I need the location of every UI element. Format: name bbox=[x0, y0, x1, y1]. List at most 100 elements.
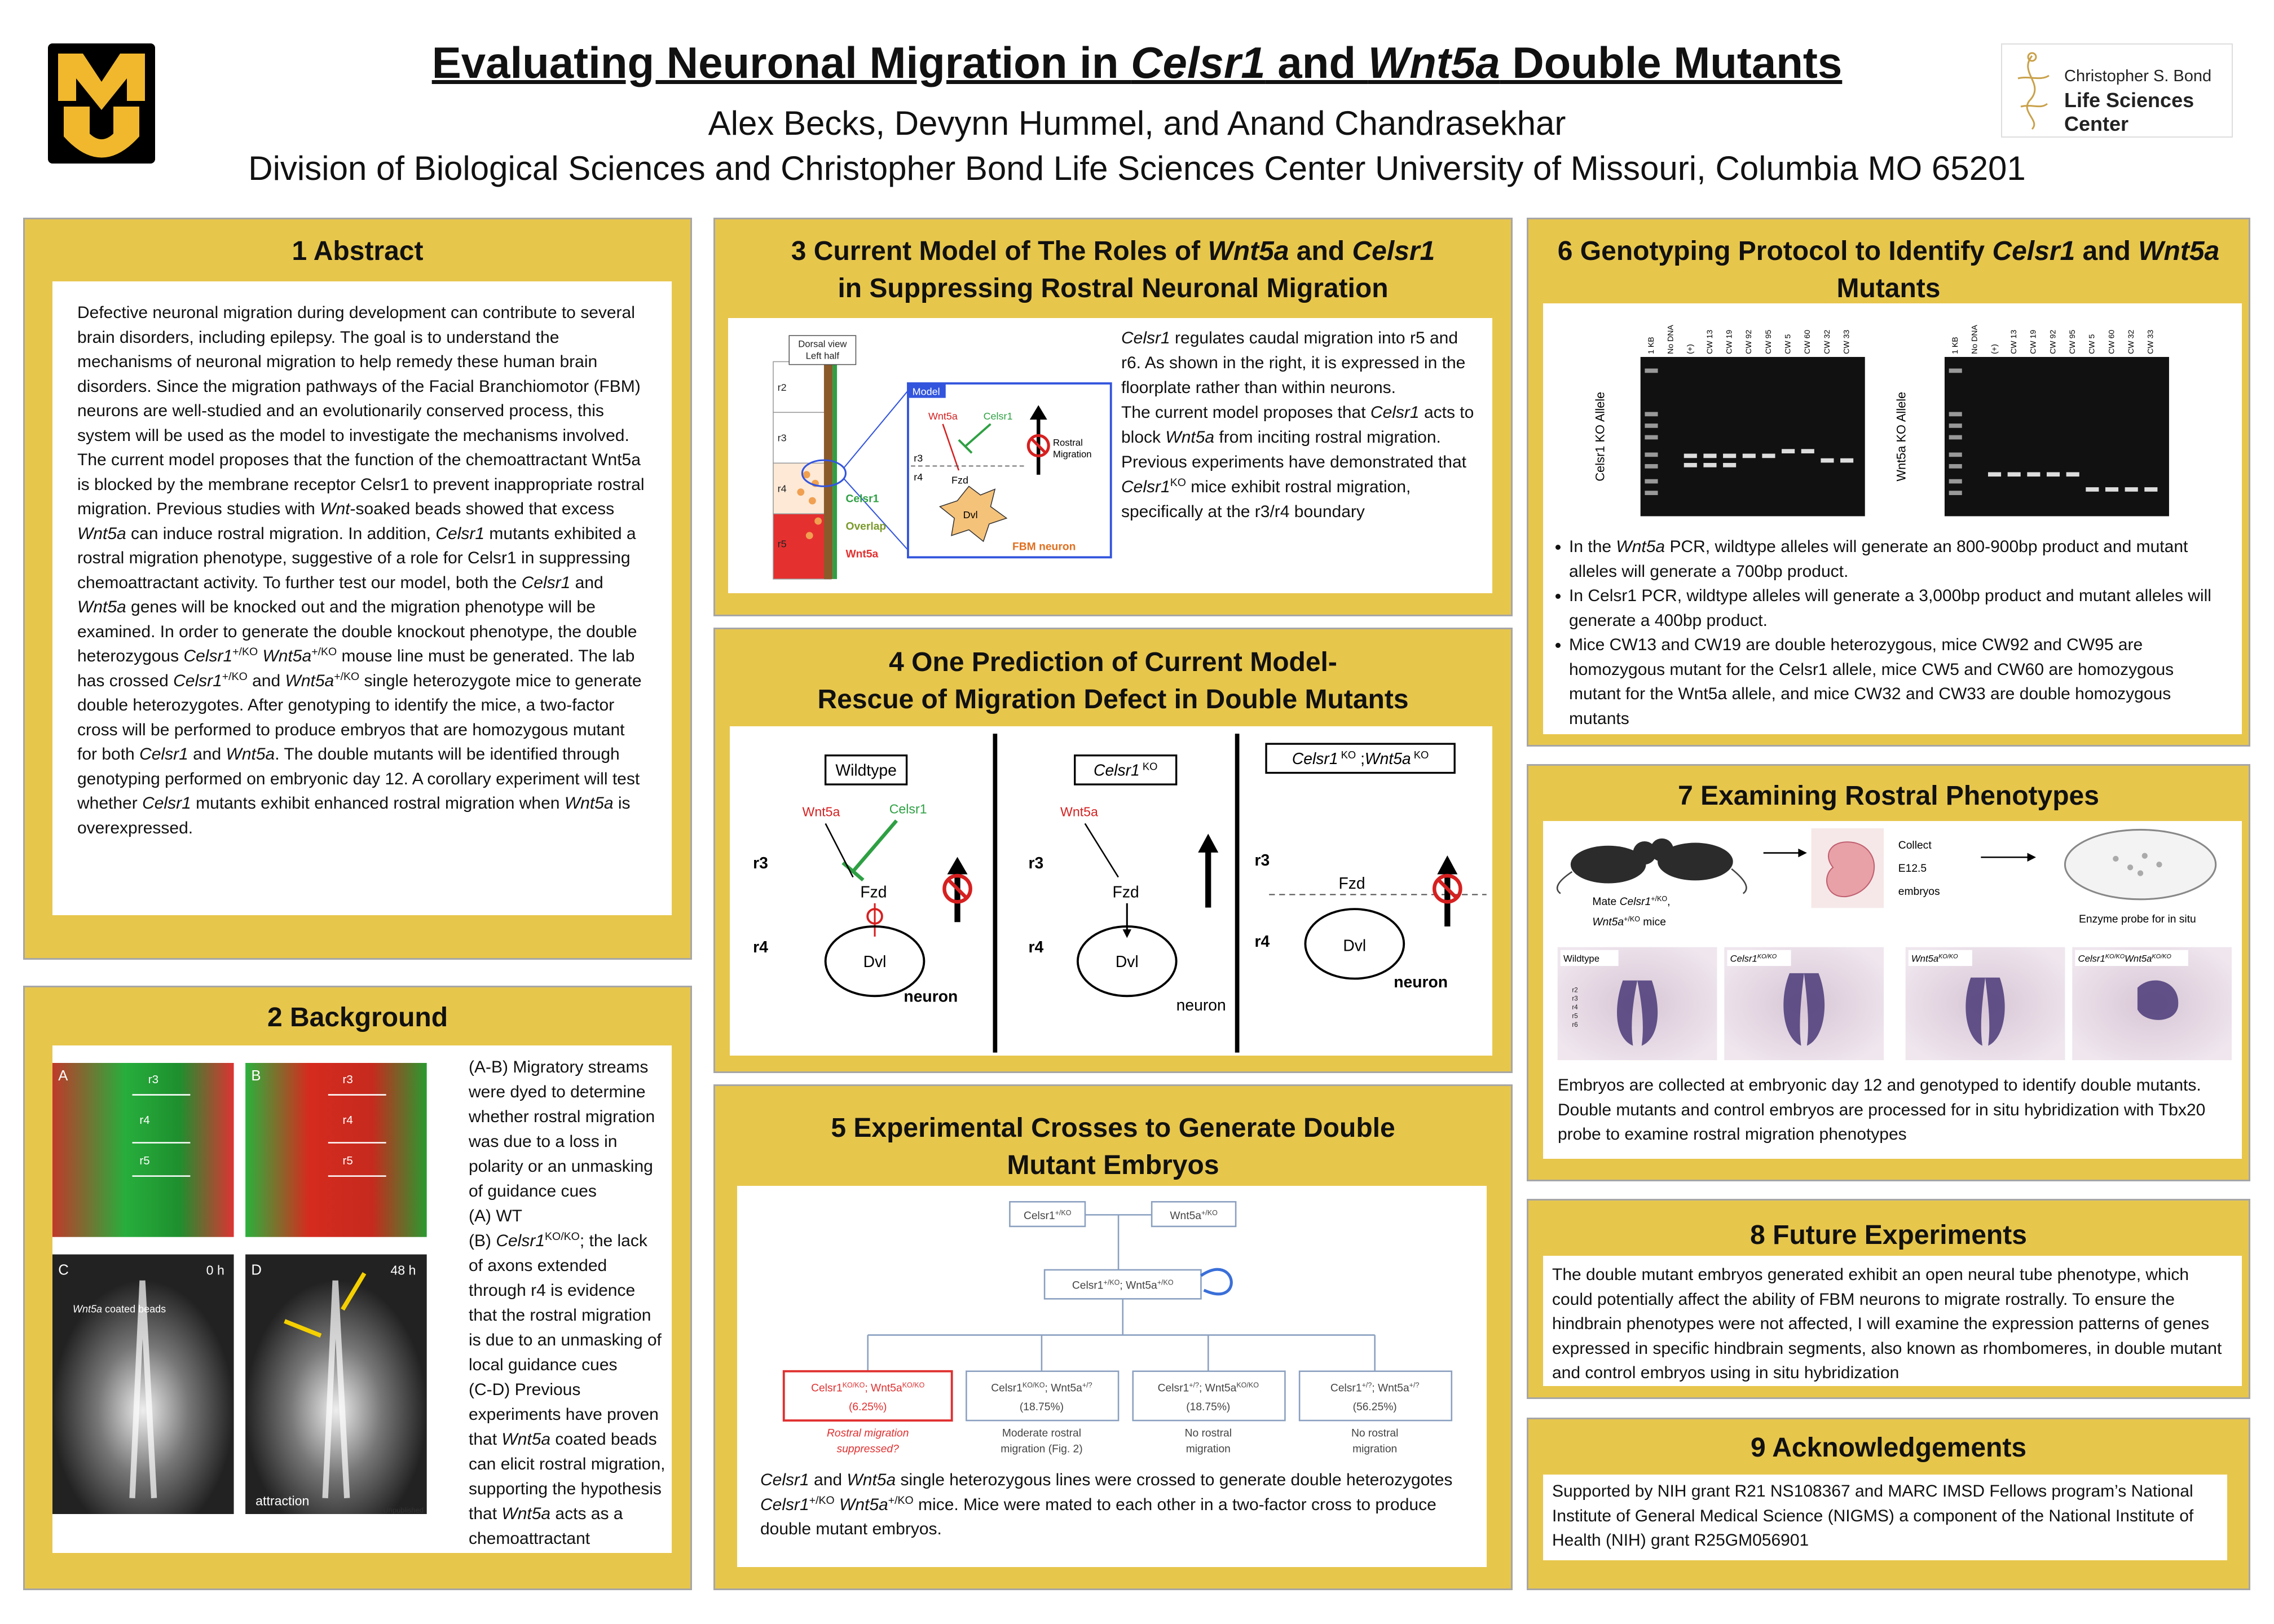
text-run: and bbox=[809, 1471, 847, 1489]
future-panel: 8 Future Experiments The double mutant e… bbox=[1527, 1199, 2250, 1399]
dvl-label: Dvl bbox=[1116, 952, 1139, 970]
text-run: 6 Genotyping Protocol to Identify bbox=[1557, 236, 1993, 266]
text-run: Wnt5a bbox=[77, 598, 126, 616]
rhombomere: r4 bbox=[1028, 938, 1043, 956]
prediction-figure-shape-shape bbox=[1084, 823, 1119, 878]
paragraph: (A-B) Migratory streams were dyed to det… bbox=[469, 1055, 666, 1204]
section-heading: 3 Current Model of The Roles of Wnt5a an… bbox=[715, 233, 1511, 307]
phenotypes-figure-shape-shape: r2 r3 r4 r5 r6 bbox=[1572, 987, 1578, 1029]
rhombomere: r4 bbox=[1572, 1004, 1578, 1011]
prediction-figure-shape-shape bbox=[1265, 743, 1456, 774]
lane-label: CW 19 bbox=[1724, 330, 1733, 354]
text-run: mice exhibit rostral migration, specific… bbox=[1121, 478, 1411, 521]
prediction-figure-shape-shape bbox=[824, 925, 926, 998]
background-figure-shape bbox=[341, 1272, 367, 1311]
phenotypes-figure-shape-shape-shape bbox=[1617, 980, 1658, 1046]
phenotypes-figure-shape bbox=[2064, 828, 2217, 901]
text-run: acts as a chemoattractant bbox=[469, 1504, 623, 1548]
lane-label: CW 60 bbox=[1803, 330, 1812, 354]
text-run: Wnt5a bbox=[2125, 953, 2152, 964]
paragraph: Celsr1 and Wnt5a single heterozygous lin… bbox=[760, 1468, 1460, 1542]
text-run: Wnt5a bbox=[501, 1504, 551, 1523]
text-run: PCR, wildtype alleles will generate an 8… bbox=[1569, 537, 2188, 581]
beads-label: Wnt5a coated beads bbox=[73, 1303, 166, 1314]
prediction-figure-shape-shape bbox=[942, 873, 972, 904]
gel-band bbox=[1949, 423, 1962, 428]
text-run: +/KO bbox=[1055, 1209, 1072, 1217]
neuron-label: neuron bbox=[1176, 996, 1226, 1014]
lane-label: No DNA bbox=[1665, 325, 1674, 354]
phenotypes-figure-shape-shape bbox=[1658, 842, 1733, 881]
text-run: +/KO bbox=[311, 646, 337, 658]
attraction-label: attraction bbox=[255, 1494, 309, 1508]
gel-band bbox=[1645, 452, 1658, 457]
gel-band bbox=[1782, 449, 1795, 454]
offspring-outcome: Rostral migration bbox=[827, 1427, 909, 1439]
text-run: Wnt5a bbox=[258, 647, 312, 665]
neuron-label: FBM neuron bbox=[1012, 541, 1076, 553]
panel-label: C bbox=[58, 1263, 69, 1278]
text-run: +/KO bbox=[888, 1494, 914, 1507]
fzd-label: Fzd bbox=[860, 883, 887, 901]
text-run: Wnt5a bbox=[834, 1495, 888, 1514]
paragraph: (A) WT bbox=[469, 1204, 666, 1229]
rostral-label: Migration bbox=[1053, 449, 1092, 460]
authors: Alex Becks, Devynn Hummel, and Anand Cha… bbox=[708, 104, 1566, 142]
rhombomere: r4 bbox=[914, 471, 923, 483]
text-run: KO/KO bbox=[902, 1382, 925, 1389]
text-run: Celsr1 bbox=[1121, 478, 1170, 496]
text-run: KO/KO bbox=[545, 1230, 580, 1243]
cross-diagram-shape-shape bbox=[1200, 1268, 1233, 1296]
genotyping-box: Celsr1 KO Allele Wnt5a KO Allele 1 KB No … bbox=[1543, 303, 2242, 734]
text-run: Wnt5a bbox=[226, 745, 275, 764]
model-figure-shape bbox=[1030, 437, 1047, 454]
lane-label: CW 13 bbox=[2009, 330, 2018, 354]
text-run: Celsr1 bbox=[1370, 403, 1420, 422]
gel-band bbox=[1762, 453, 1775, 458]
celsr1-label: Celsr1 bbox=[984, 411, 1013, 422]
cross-diagram-shape: Celsr1+/KO Wnt5a+/KO Celsr1+/KO; Wnt5a+/… bbox=[811, 1209, 1419, 1455]
phenotypes-figure-shape-shape-shape bbox=[1908, 950, 1972, 967]
text-run: Celsr1 bbox=[811, 1383, 843, 1394]
bullet-list: In the Wnt5a PCR, wildtype alleles will … bbox=[1543, 535, 2220, 731]
text-run: (A) WT bbox=[469, 1207, 522, 1225]
gel-band bbox=[1821, 458, 1834, 463]
text-run: Wnt5a bbox=[1368, 38, 1500, 87]
gel-band bbox=[2105, 487, 2119, 492]
model-figure-shape bbox=[1029, 405, 1047, 420]
text-run: ; Wnt5a bbox=[1372, 1383, 1409, 1394]
text-run: KO/KO bbox=[1757, 953, 1777, 960]
prediction-figure-shape-shape bbox=[947, 879, 968, 899]
phenotypes-figure-shape-shape-shape bbox=[1965, 977, 2005, 1046]
prediction-figure-shape-shape bbox=[1437, 855, 1458, 875]
model-figure-shape bbox=[958, 439, 973, 454]
text-run: . The double mutants will be identified … bbox=[77, 745, 640, 813]
text-run: Wnt5a bbox=[1165, 428, 1215, 447]
phenotypes-figure-shape-shape bbox=[2137, 870, 2144, 876]
text-run: +/KO bbox=[809, 1494, 835, 1507]
text-run: Celsr1 bbox=[1024, 1210, 1055, 1222]
text-run: Wnt5a bbox=[564, 794, 614, 813]
text-run: Celsr1 bbox=[760, 1471, 809, 1489]
background-figure-shape: A B C D r3 r4 r5 r3 r4 r5 0 h 48 h Wnt5a… bbox=[58, 1068, 416, 1508]
cross-diagram-shape bbox=[782, 1201, 1453, 1422]
text-run: single heterozygote mice to generate dou… bbox=[77, 671, 642, 764]
rhombomere: r2 bbox=[1572, 987, 1577, 994]
bond-logo: Christopher S. Bond Life Sciences Center bbox=[2001, 43, 2233, 138]
text-run: KO bbox=[1170, 476, 1186, 489]
image-label: Wildtype bbox=[1563, 953, 1599, 964]
gel-band bbox=[1949, 412, 1962, 417]
text-run: +/KO bbox=[1624, 915, 1640, 923]
lane-label: CW 95 bbox=[1764, 330, 1773, 354]
gel-band bbox=[1949, 452, 1962, 457]
rhombomere: r6 bbox=[1572, 1022, 1577, 1029]
rhombomere: r3 bbox=[914, 453, 923, 464]
prediction-figure-shape-shape bbox=[1074, 754, 1178, 785]
text-run: KO bbox=[1411, 749, 1429, 761]
text-run: from inciting rostral migration. Previou… bbox=[1121, 428, 1466, 471]
ack-text: Supported by NIH grant R21 NS108367 and … bbox=[1543, 1475, 2227, 1560]
gel-band bbox=[1703, 462, 1717, 467]
text-run: +/? bbox=[1189, 1382, 1199, 1389]
text-run: KO/KO bbox=[843, 1382, 865, 1389]
